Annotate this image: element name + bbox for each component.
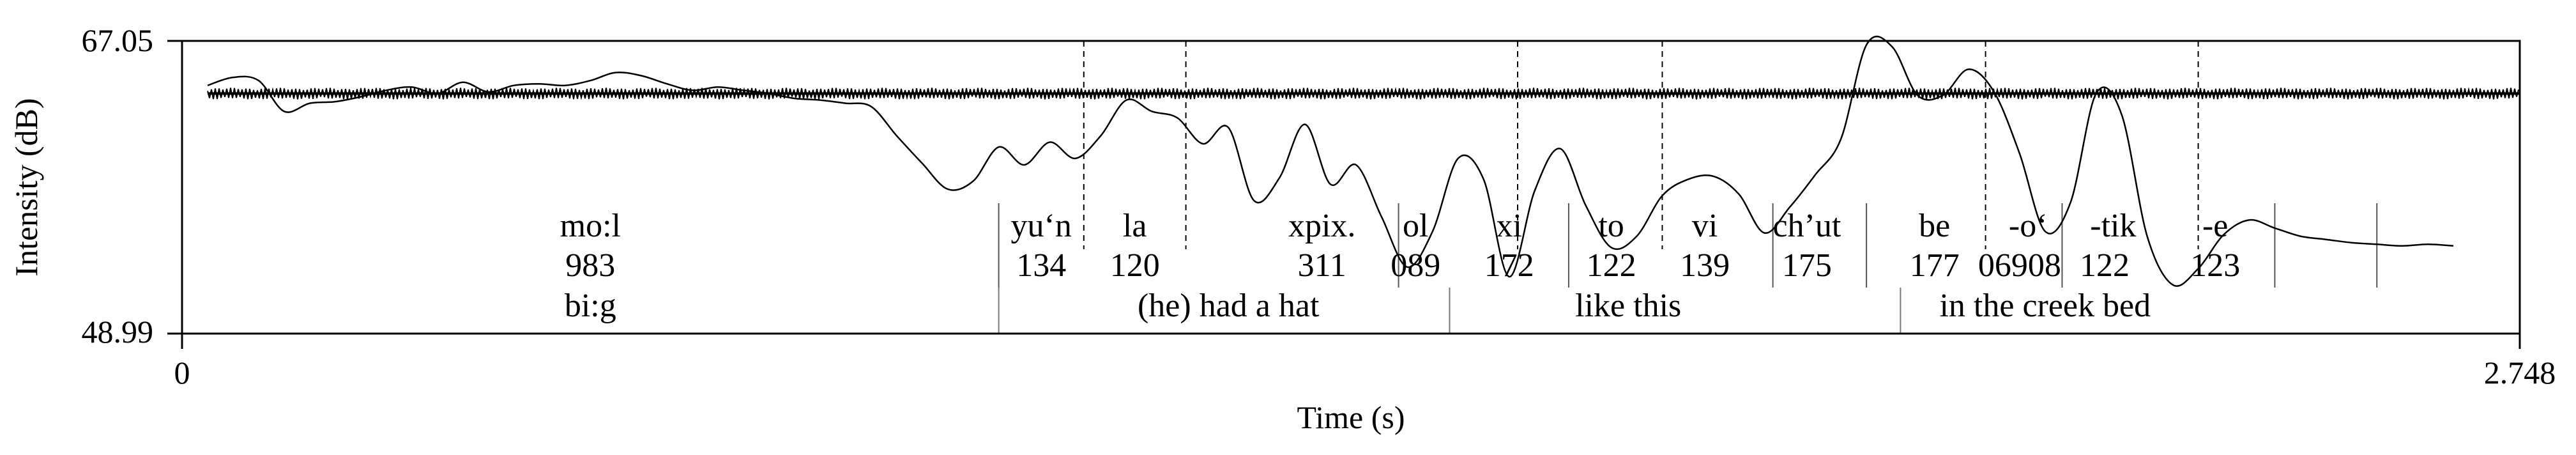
morpheme-label-9: be — [1919, 208, 1950, 244]
plot-series — [207, 35, 2520, 287]
number-label-11: 122 — [2080, 247, 2130, 284]
morpheme-label-7: vi — [1692, 208, 1718, 244]
x-axis-title: Time (s) — [1297, 399, 1405, 435]
intensity-contour — [207, 35, 2454, 287]
gloss-label-2: like this — [1575, 288, 1681, 324]
morpheme-label-12: -e — [2202, 208, 2228, 244]
number-label-10: 06908 — [1978, 247, 2061, 284]
gloss-label-0: bi:g — [565, 288, 616, 324]
y-tick-label-min: 48.99 — [82, 314, 154, 350]
morpheme-label-6: to — [1598, 208, 1624, 244]
y-tick-label-max: 67.05 — [82, 22, 154, 58]
morpheme-label-10: -o‘ — [2009, 208, 2048, 244]
number-label-8: 175 — [1782, 247, 1832, 284]
number-label-6: 122 — [1587, 247, 1636, 284]
number-label-12: 123 — [2190, 247, 2240, 284]
number-label-2: 120 — [1110, 247, 1160, 284]
morpheme-label-0: mo:l — [560, 208, 621, 244]
morpheme-label-5: xi — [1496, 208, 1521, 244]
plot-frame — [181, 40, 2521, 335]
morpheme-label-8: ch’ut — [1772, 208, 1841, 244]
number-label-5: 172 — [1484, 247, 1534, 284]
morpheme-label-2: la — [1123, 208, 1147, 244]
y-axis-title: Intensity (dB) — [8, 98, 44, 276]
number-label-9: 177 — [1910, 247, 1960, 284]
gloss-label-1: (he) had a hat — [1138, 288, 1320, 324]
annotation-rows: mo:l yu‘n la xpix. ol xi to vi ch’ut be -o‘ -tik -e 9… — [560, 208, 2241, 324]
x-tick-label-min: 0 — [174, 355, 190, 390]
morpheme-label-11: -tik — [2090, 208, 2136, 244]
gloss-label-3: in the creek bed — [1939, 288, 2151, 324]
number-label-1: 134 — [1016, 247, 1066, 284]
boundary-lines — [998, 41, 2378, 334]
number-label-3: 311 — [1298, 247, 1346, 284]
morpheme-label-4: ol — [1403, 208, 1428, 244]
morpheme-label-1: yu‘n — [1011, 208, 1072, 244]
number-label-4: 089 — [1391, 247, 1440, 284]
morpheme-label-3: xpix. — [1288, 208, 1355, 244]
waveform-baseline — [207, 87, 2519, 100]
number-label-0: 983 — [565, 247, 615, 284]
x-tick-label-max: 2.748 — [2484, 355, 2556, 390]
number-label-7: 139 — [1680, 247, 1730, 284]
